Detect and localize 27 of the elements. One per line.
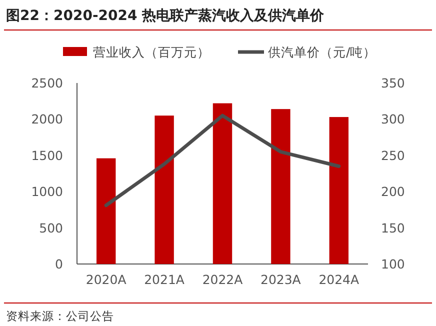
y2-tick-label: 200	[381, 184, 405, 200]
y2-tick-label: 300	[381, 112, 405, 127]
y-tick-label: 0	[55, 256, 64, 272]
y-tick-label: 500	[39, 220, 64, 236]
y-tick-label: 2500	[31, 76, 64, 90]
y-tick-label: 1000	[31, 184, 64, 200]
chart-title: 图22：2020-2024 热电联产蒸汽收入及供汽单价	[6, 7, 326, 24]
x-tick-label: 2020A	[86, 272, 127, 287]
bar	[271, 109, 290, 264]
bar	[329, 117, 349, 264]
text: 资料来源：公司公告	[6, 309, 114, 323]
bar	[154, 116, 174, 264]
bar	[212, 103, 232, 264]
y2-tick-label: 250	[381, 148, 405, 163]
x-tick-label: 2021A	[144, 272, 185, 287]
y-tick-label: 2000	[31, 112, 64, 127]
x-tick-label: 2022A	[202, 272, 244, 287]
y2-tick-label: 150	[381, 220, 405, 236]
y-tick-label: 1500	[31, 148, 64, 163]
y2-tick-label: 350	[381, 76, 405, 90]
x-tick-label: 2024A	[318, 272, 360, 287]
legend-label: 营业收入（百万元）	[93, 44, 210, 60]
line-series	[104, 114, 341, 208]
bar	[96, 158, 116, 264]
legend-label: 供汽单价（元/吨）	[268, 44, 376, 60]
x-tick-label: 2023A	[260, 272, 302, 287]
y2-tick-label: 100	[381, 256, 405, 272]
